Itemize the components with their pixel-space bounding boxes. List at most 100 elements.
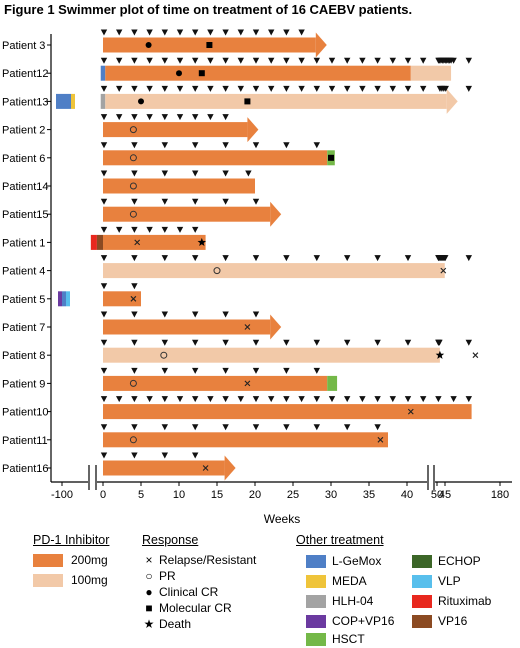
segment-7-0-rituximab xyxy=(90,234,97,250)
swatch-hsct xyxy=(306,632,326,646)
dose-marker-13-6 xyxy=(192,396,199,403)
segment-7-0-vp16 xyxy=(96,234,103,250)
dose-marker-6-5 xyxy=(252,198,260,205)
dose-marker-2-6 xyxy=(192,85,199,92)
dose-marker-2-5 xyxy=(176,85,184,92)
dose-marker-2-17 xyxy=(359,85,366,92)
dose-marker-4-2 xyxy=(161,142,168,149)
dose-marker-1-21 xyxy=(420,57,427,64)
dose-marker-12-5 xyxy=(252,367,260,374)
segment-1-2 xyxy=(410,65,452,81)
segment-9-0 xyxy=(103,291,141,307)
x-tick-label-11: 50 xyxy=(431,489,443,501)
dose-marker-1-9 xyxy=(237,57,244,64)
dose-marker-2-1 xyxy=(116,85,123,92)
dose-marker-1-14 xyxy=(313,57,320,64)
dose-marker-1-10 xyxy=(252,57,260,64)
dose-marker-8-6 xyxy=(283,255,290,262)
dose-marker-1-7 xyxy=(207,57,214,64)
dose-marker-0-13 xyxy=(298,29,305,36)
dose-marker-7-1 xyxy=(116,226,123,233)
dose-marker-15-3 xyxy=(192,452,199,459)
pretreatment-2-1 xyxy=(71,93,75,109)
segment-12-1 xyxy=(327,375,338,391)
relapse-symbol: × xyxy=(145,553,153,567)
dose-marker-5-4 xyxy=(222,170,229,177)
arrow-head-6 xyxy=(270,201,282,227)
dose-marker-10-2 xyxy=(161,311,168,318)
x-tick-label-6: 25 xyxy=(287,489,299,501)
dose-marker-8-7 xyxy=(313,255,320,262)
dose-marker-12-7 xyxy=(313,367,320,374)
legend-clinical-cr: ● Clinical CR xyxy=(142,585,218,599)
dose-marker-12-4 xyxy=(222,367,229,374)
event-7-1-death xyxy=(197,237,207,247)
pretreatment-9-1 xyxy=(62,291,66,307)
dose-marker-7-6 xyxy=(192,226,199,233)
legend-vp16: VP16 xyxy=(412,614,467,628)
legend-copvp16: COP+VP16 xyxy=(306,614,394,628)
dose-marker-2-26 xyxy=(442,85,449,92)
event-1-0-clinical-cr xyxy=(176,70,182,77)
legend-response-title: Response xyxy=(142,533,199,547)
dose-marker-0-8 xyxy=(222,29,229,36)
dose-marker-2-15 xyxy=(328,85,336,92)
dose-marker-3-7 xyxy=(207,114,214,121)
dose-marker-8-2 xyxy=(161,255,168,262)
dose-marker-3-2 xyxy=(131,114,138,121)
event-4-0-pr xyxy=(129,154,137,162)
dose-marker-3-5 xyxy=(176,114,184,121)
legend-vp16-label: VP16 xyxy=(438,614,468,628)
segment-4-0 xyxy=(103,150,328,166)
event-7-0-relapse xyxy=(134,239,141,246)
dose-marker-0-6 xyxy=(192,29,199,36)
pretreatment-2-0 xyxy=(56,93,71,109)
dose-marker-3-1 xyxy=(116,114,123,121)
dose-marker-10-4 xyxy=(222,311,229,318)
dose-marker-13-24 xyxy=(465,396,472,403)
legend-molecular-cr: ■ Molecular CR xyxy=(142,601,231,615)
segment-13-0 xyxy=(103,404,472,420)
patient-label-10: Patient 7 xyxy=(2,322,45,334)
legend-vlp: VLP xyxy=(412,574,461,588)
swatch-100mg xyxy=(33,573,63,587)
legend-200mg: 200mg xyxy=(33,553,108,567)
segment-7-1 xyxy=(103,234,206,250)
dose-marker-12-1 xyxy=(131,367,138,374)
dose-marker-1-12 xyxy=(283,57,290,64)
dose-marker-14-7 xyxy=(313,424,320,431)
dose-marker-0-7 xyxy=(207,29,214,36)
dose-marker-15-1 xyxy=(131,452,138,459)
dose-marker-6-3 xyxy=(192,198,199,205)
dose-marker-13-19 xyxy=(389,396,396,403)
event-11-0-pr xyxy=(160,351,168,359)
segment-2-1 xyxy=(105,93,447,109)
event-5-0-pr xyxy=(129,182,137,190)
dose-marker-0-9 xyxy=(237,29,244,36)
dose-marker-13-21 xyxy=(420,396,427,403)
segment-15-0 xyxy=(103,460,225,476)
event-10-0-relapse xyxy=(244,324,251,330)
swatch-meda xyxy=(306,574,326,588)
event-14-0-pr xyxy=(129,436,137,444)
dose-marker-8-8 xyxy=(344,255,351,262)
event-11-1-relapse xyxy=(472,352,479,359)
dose-marker-2-4 xyxy=(161,85,168,92)
pr-symbol: ○ xyxy=(145,569,153,583)
dose-marker-1-6 xyxy=(192,57,199,64)
event-9-0-relapse xyxy=(130,295,137,302)
dose-marker-11-4 xyxy=(222,339,229,346)
legend-200mg-label: 200mg xyxy=(71,553,108,567)
dose-marker-8-0 xyxy=(100,255,108,262)
legend-hsct-label: HSCT xyxy=(332,632,365,646)
dose-marker-13-0 xyxy=(100,396,108,403)
axis-break-gap-1 xyxy=(427,466,435,488)
dose-marker-2-14 xyxy=(313,85,320,92)
x-axis-label: Weeks xyxy=(264,512,300,526)
dose-marker-13-14 xyxy=(313,396,320,403)
dose-marker-10-0 xyxy=(100,311,108,318)
patient-label-14: Patient11 xyxy=(2,435,48,447)
dose-marker-2-16 xyxy=(344,85,351,92)
dose-marker-10-3 xyxy=(192,311,199,318)
